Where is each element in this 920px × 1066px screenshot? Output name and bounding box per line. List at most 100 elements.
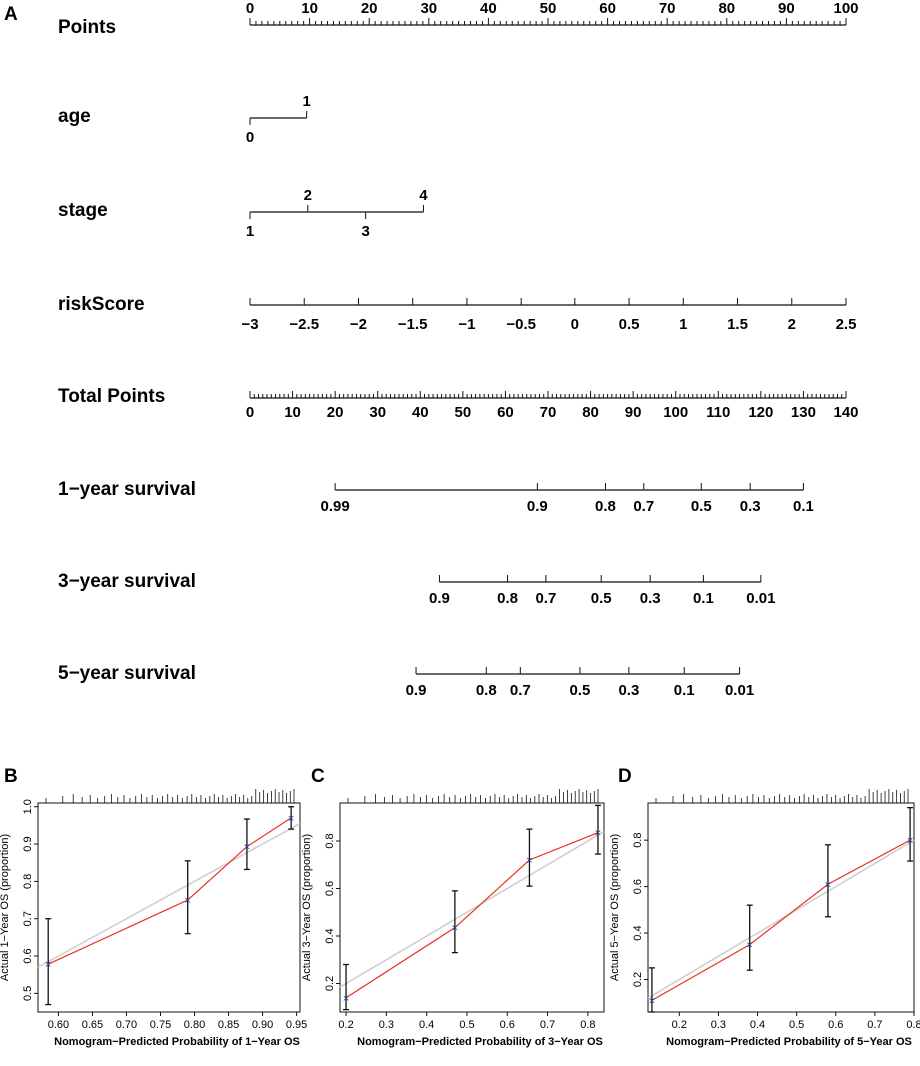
ideal-calibration-line-c: [339, 830, 605, 988]
x-axis-label-c: Nomogram−Predicted Probability of 3−Year…: [357, 1036, 603, 1048]
tick-label-riskscore: −2.5: [289, 316, 319, 333]
x-tick-label-d: 0.2: [672, 1019, 687, 1031]
tick-label-riskscore: 2.5: [836, 316, 857, 333]
tick-label-total-points: 140: [833, 404, 858, 421]
x-tick-label-d: 0.8: [906, 1019, 920, 1031]
tick-label-points: 80: [718, 0, 735, 17]
x-tick-label-b: 0.85: [218, 1019, 239, 1031]
tick-label-stage: 4: [419, 187, 428, 204]
tick-label-total-points: 50: [455, 404, 472, 421]
tick-label-total-points: 30: [369, 404, 386, 421]
row-label-1-year-survival: 1−year survival: [58, 479, 196, 500]
tick-label-stage: 2: [304, 187, 312, 204]
tick-label-total-points: 110: [706, 404, 730, 421]
row-label-5-year-survival: 5−year survival: [58, 663, 196, 684]
x-tick-label-b: 0.80: [184, 1019, 205, 1031]
x-tick-label-c: 0.2: [338, 1019, 353, 1031]
ideal-calibration-line-b: [37, 822, 301, 968]
calibration-panel-5-year: × × × × 0.2 0.3 0.4 0.5 0.6 0.7 0.8 0.2 0.4 0.6 0.8 Nom…: [609, 789, 920, 1048]
x-tick-label-b: 0.75: [150, 1019, 171, 1031]
x-tick-label-d: 0.7: [867, 1019, 882, 1031]
tick-label-riskscore: −2: [350, 316, 367, 333]
tick-label-1-year-survival: 0.99: [321, 498, 350, 515]
tick-label-points: 10: [301, 0, 318, 17]
data-point-b: ×: [287, 814, 295, 824]
calibration-panel-1-year: × × × × 0.60 0.65 0.70 0.75 0.80 0.85 0.90 0.95 0.5 0…: [0, 789, 307, 1048]
tick-label-1-year-survival: 0.9: [527, 498, 548, 515]
y-axis-label-b: Actual 1−Year OS (proportion): [0, 834, 11, 981]
tick-label-3-year-survival: 0.8: [497, 590, 518, 607]
tick-label-points: 40: [480, 0, 497, 17]
x-tick-label-b: 0.70: [116, 1019, 137, 1031]
y-axis-label-c: Actual 3−Year OS (proportion): [301, 834, 313, 981]
tick-label-points: 90: [778, 0, 795, 17]
tick-label-points: 70: [659, 0, 676, 17]
tick-label-1-year-survival: 0.1: [793, 498, 814, 515]
x-tick-label-d: 0.4: [750, 1019, 765, 1031]
y-tick-label-b: 0.5: [22, 986, 34, 1001]
tick-label-total-points: 120: [748, 404, 773, 421]
y-tick-label-b: 0.6: [22, 948, 34, 963]
tick-label-total-points: 80: [582, 404, 599, 421]
tick-label-5-year-survival: 0.9: [406, 682, 427, 699]
x-tick-label-c: 0.6: [500, 1019, 515, 1031]
tick-label-1-year-survival: 0.3: [740, 498, 761, 515]
tick-label-5-year-survival: 0.5: [569, 682, 590, 699]
y-tick-label-c: 0.4: [324, 928, 336, 943]
tick-label-riskscore: −3: [241, 316, 258, 333]
x-tick-label-c: 0.4: [419, 1019, 434, 1031]
data-point-b: ×: [44, 960, 52, 970]
tick-label-3-year-survival: 0.5: [591, 590, 612, 607]
tick-label-3-year-survival: 0.9: [429, 590, 450, 607]
observed-calibration-line-b: [47, 817, 292, 965]
y-tick-label-d: 0.4: [632, 925, 644, 940]
panel-letter-d: D: [618, 766, 632, 787]
tick-label-riskscore: 0: [571, 316, 579, 333]
tick-label-riskscore: 2: [788, 316, 796, 333]
panel-letter-b: B: [4, 766, 18, 787]
x-tick-label-b: 0.65: [82, 1019, 103, 1031]
tick-label-total-points: 20: [327, 404, 344, 421]
tick-label-total-points: 70: [540, 404, 557, 421]
tick-label-points: 0: [246, 0, 254, 17]
x-tick-label-d: 0.5: [789, 1019, 804, 1031]
tick-label-riskscore: 1: [679, 316, 687, 333]
tick-label-riskscore: −1.5: [398, 316, 428, 333]
tick-label-1-year-survival: 0.7: [633, 498, 654, 515]
tick-label-5-year-survival: 0.01: [725, 682, 754, 699]
plot-frame-b: [37, 802, 301, 1013]
tick-label-5-year-survival: 0.1: [674, 682, 695, 699]
tick-label-points: 20: [361, 0, 378, 17]
tick-label-riskscore: 1.5: [727, 316, 748, 333]
tick-label-3-year-survival: 0.7: [535, 590, 556, 607]
row-label-stage: stage: [58, 200, 108, 221]
tick-label-total-points: 100: [663, 404, 688, 421]
x-tick-label-d: 0.3: [711, 1019, 726, 1031]
tick-label-age: 1: [302, 93, 310, 110]
row-label-age: age: [58, 106, 91, 127]
ideal-calibration-line-d: [647, 839, 915, 999]
tick-label-5-year-survival: 0.7: [510, 682, 531, 699]
tick-label-age: 0: [246, 129, 254, 146]
tick-label-total-points: 60: [497, 404, 514, 421]
data-point-d: ×: [648, 996, 656, 1006]
x-tick-label-c: 0.8: [580, 1019, 595, 1031]
tick-label-points: 60: [599, 0, 616, 17]
data-point-d: ×: [746, 941, 754, 951]
observed-calibration-line-c: [345, 832, 599, 999]
x-tick-label-c: 0.3: [379, 1019, 394, 1031]
x-tick-label-b: 0.90: [252, 1019, 273, 1031]
tick-label-1-year-survival: 0.5: [691, 498, 712, 515]
panel-letter-a: A: [4, 4, 18, 25]
tick-label-total-points: 90: [625, 404, 642, 421]
tick-label-total-points: 10: [284, 404, 301, 421]
tick-label-total-points: 130: [791, 404, 816, 421]
tick-label-riskscore: −1: [458, 316, 475, 333]
tick-label-points: 100: [833, 0, 858, 17]
row-label-points: Points: [58, 17, 116, 38]
x-tick-label-b: 0.95: [286, 1019, 307, 1031]
data-point-d: ×: [824, 880, 832, 890]
tick-label-total-points: 0: [246, 404, 254, 421]
